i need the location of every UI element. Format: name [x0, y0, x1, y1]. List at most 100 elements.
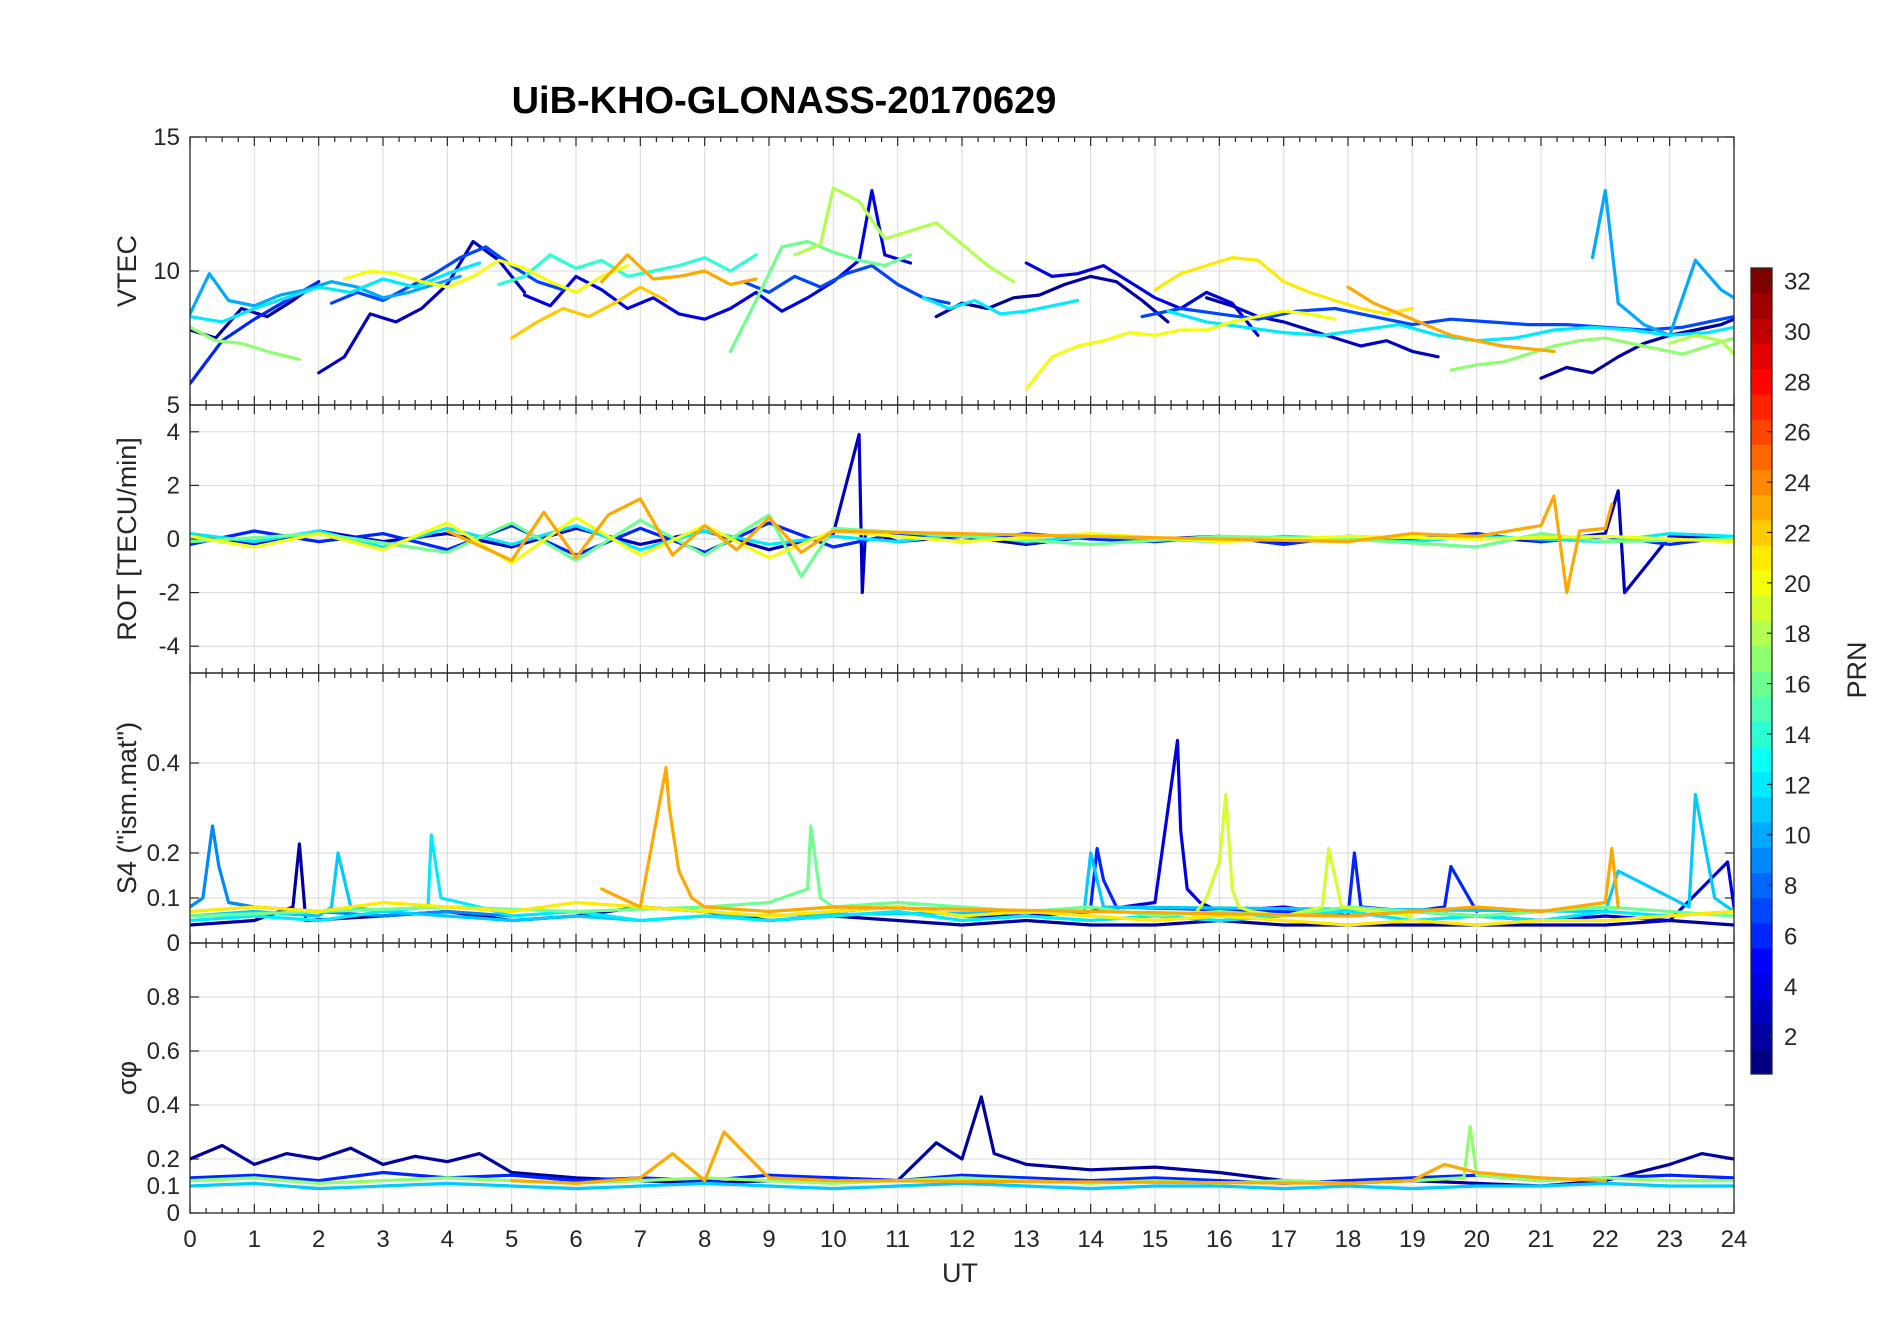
- x-tick-label: 21: [1528, 1226, 1555, 1253]
- x-tick-label: 0: [183, 1226, 196, 1253]
- x-tick-label: 20: [1463, 1226, 1490, 1253]
- colorbar-tick-label: 18: [1784, 621, 1811, 648]
- series-prn-7: [329, 245, 565, 305]
- colorbar-segment: [1751, 268, 1772, 294]
- colorbar-tick-label: 14: [1784, 722, 1811, 749]
- x-tick-label: 3: [376, 1226, 389, 1253]
- y-tick-label: 10: [153, 258, 180, 285]
- x-axis-label: UT: [942, 1258, 978, 1288]
- y-tick-label: 4: [167, 419, 180, 446]
- colorbar-segment: [1751, 368, 1772, 395]
- colorbar-segment: [1751, 872, 1772, 899]
- series-prn-18: [793, 186, 1016, 284]
- colorbar-segment: [1751, 671, 1772, 697]
- series-prn-22: [510, 285, 668, 340]
- colorbar-segment: [1751, 897, 1772, 924]
- x-tick-label: 11: [885, 1226, 910, 1253]
- y-tick-label: 0: [167, 930, 180, 957]
- series-prn-17: [1449, 336, 1734, 372]
- y-tick-label: 5: [167, 392, 180, 419]
- series-prn-19: [1191, 792, 1414, 918]
- colorbar-frame: [1750, 267, 1773, 1075]
- series-prn-23: [600, 765, 1620, 918]
- series-prn-3: [317, 239, 527, 375]
- y-tick-label: 0.2: [147, 840, 180, 867]
- x-tick-label: 13: [1013, 1226, 1040, 1253]
- x-tick-label: 15: [1142, 1226, 1169, 1253]
- y-tick-label: 0: [167, 1200, 180, 1227]
- colorbar-tick-label: 28: [1784, 369, 1811, 396]
- x-tick-label: 23: [1656, 1226, 1683, 1253]
- colorbar-segment: [1751, 1023, 1772, 1050]
- colorbar-segment: [1751, 822, 1772, 848]
- colorbar-tick-label: 24: [1784, 470, 1811, 497]
- colorbar-segment: [1751, 545, 1772, 571]
- series-group: [190, 186, 1734, 391]
- colorbar-segment: [1751, 343, 1772, 370]
- panel-frame: [189, 942, 1735, 1214]
- colorbar-segment: [1751, 595, 1772, 622]
- colorbar-segment: [1751, 922, 1772, 949]
- series-prn-16: [728, 239, 913, 353]
- y-tick-label: 0.6: [147, 1038, 180, 1065]
- colorbar-segment: [1751, 847, 1772, 873]
- x-tick-label: 5: [505, 1226, 518, 1253]
- x-tick-label: 4: [441, 1226, 454, 1253]
- y-tick-label: 0.8: [147, 984, 180, 1011]
- panel-4: 00.10.2 0.4 0.6 0.8 σφ: [112, 942, 1735, 1227]
- colorbar-segment: [1751, 419, 1772, 445]
- x-tick-label: 7: [634, 1226, 647, 1253]
- x-tick-label: 17: [1270, 1226, 1297, 1253]
- series-prn-23: [1346, 285, 1556, 353]
- series-prn-20: [190, 515, 1734, 565]
- y-axis-label: VTEC: [112, 235, 142, 307]
- colorbar-segment: [1751, 973, 1772, 999]
- series-prn-16: [190, 513, 1734, 579]
- series-prn-21: [1153, 256, 1414, 316]
- series-prn-23: [600, 253, 758, 286]
- series-prn-17: [190, 325, 301, 361]
- y-tick-label: -2: [159, 580, 180, 607]
- series-prn-4: [1024, 261, 1260, 337]
- y-tick-label: 0.4: [147, 1092, 180, 1119]
- y-tick-label: 0.1: [147, 885, 180, 912]
- series-prn-18: [1668, 333, 1734, 356]
- y-tick-label: 2: [167, 472, 180, 499]
- series-prn-2: [190, 1095, 1734, 1188]
- panel-2: -4 -2 0 2 4 ROT [TECU/min]: [112, 404, 1735, 674]
- colorbar-segment: [1751, 771, 1772, 798]
- y-axis-label: ROT [TECU/min]: [112, 437, 142, 641]
- colorbar-segment: [1751, 620, 1772, 647]
- x-tick-label: 1: [248, 1226, 261, 1253]
- colorbar-tick-label: 26: [1784, 420, 1811, 447]
- colorbar-tick-label: 30: [1784, 319, 1811, 346]
- y-axis-label: S4 ("ism.mat"): [112, 722, 142, 894]
- series-group: [190, 432, 1734, 595]
- series-prn-12: [921, 296, 1080, 316]
- colorbar-segment: [1751, 318, 1772, 345]
- colorbar-segment: [1751, 721, 1772, 748]
- colorbar-segment: [1751, 469, 1772, 496]
- series-prn-20: [1024, 309, 1337, 391]
- colorbar-segment: [1751, 645, 1772, 672]
- series-prn-11: [190, 1181, 1734, 1191]
- series-group: [190, 738, 1734, 927]
- colorbar-tick-label: 12: [1784, 772, 1811, 799]
- series-prn-23: [445, 494, 1614, 595]
- colorbar-tick-label: 8: [1784, 873, 1797, 900]
- colorbar-segment: [1751, 1048, 1772, 1075]
- colorbar-segment: [1751, 796, 1772, 823]
- series-group: [190, 1095, 1734, 1191]
- colorbar-tick-label: 32: [1784, 269, 1811, 296]
- series-prn-23: [510, 1130, 1607, 1185]
- colorbar-tick-label: 10: [1784, 823, 1811, 850]
- colorbar-segment: [1751, 570, 1772, 596]
- y-tick-label: 0.2: [147, 1146, 180, 1173]
- x-tick-label: 10: [820, 1226, 847, 1253]
- colorbar-tick-label: 4: [1784, 974, 1797, 1001]
- x-tick-label: 19: [1399, 1226, 1426, 1253]
- series-prn-10: [1590, 189, 1734, 337]
- x-tick-label: 24: [1721, 1226, 1748, 1253]
